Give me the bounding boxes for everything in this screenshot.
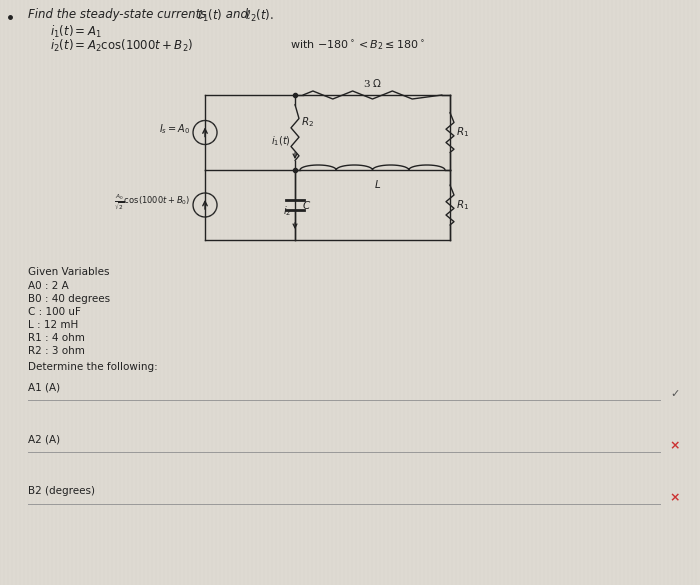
- Text: 3 $\Omega$: 3 $\Omega$: [363, 77, 382, 89]
- Text: $\ell_1(t)$: $\ell_1(t)$: [197, 8, 223, 24]
- Text: L : 12 mH: L : 12 mH: [28, 320, 78, 330]
- Text: and: and: [222, 8, 252, 21]
- Text: $R_1$: $R_1$: [456, 198, 469, 212]
- Text: $i_1(t) = A_1$: $i_1(t) = A_1$: [50, 24, 102, 40]
- Text: $I_s = A_0$: $I_s = A_0$: [159, 123, 190, 136]
- Text: R2 : 3 ohm: R2 : 3 ohm: [28, 346, 85, 356]
- Text: R1 : 4 ohm: R1 : 4 ohm: [28, 333, 85, 343]
- Text: Find the steady-state currents: Find the steady-state currents: [28, 8, 210, 21]
- Text: A1 (A): A1 (A): [28, 382, 60, 392]
- Text: B0 : 40 degrees: B0 : 40 degrees: [28, 294, 110, 304]
- Text: $R_2$: $R_2$: [301, 116, 314, 129]
- Text: $L$: $L$: [374, 178, 381, 190]
- Text: ✓: ✓: [671, 389, 680, 399]
- Text: $\ell_2(t)$.: $\ell_2(t)$.: [245, 8, 274, 24]
- Text: $i_1(t)$: $i_1(t)$: [271, 135, 291, 148]
- Text: $\frac{A_0}{\sqrt{2}}\cos(1000t+B_0)$: $\frac{A_0}{\sqrt{2}}\cos(1000t+B_0)$: [113, 192, 190, 212]
- Text: $R_1$: $R_1$: [456, 126, 469, 139]
- Text: A0 : 2 A: A0 : 2 A: [28, 281, 69, 291]
- Text: Determine the following:: Determine the following:: [28, 362, 158, 372]
- Text: C : 100 uF: C : 100 uF: [28, 307, 81, 317]
- Text: $C$: $C$: [302, 199, 312, 211]
- Text: with $-180^\circ < B_2 \leq 180^\circ$: with $-180^\circ < B_2 \leq 180^\circ$: [290, 38, 425, 52]
- Text: $i_2$: $i_2$: [283, 204, 291, 218]
- Text: ×: ×: [670, 491, 680, 504]
- Text: A2 (A): A2 (A): [28, 434, 60, 444]
- Text: Given Variables: Given Variables: [28, 267, 109, 277]
- Text: ×: ×: [670, 439, 680, 453]
- Text: B2 (degrees): B2 (degrees): [28, 486, 95, 496]
- Text: $i_2(t) = A_2\cos(1000t + B_2)$: $i_2(t) = A_2\cos(1000t + B_2)$: [50, 38, 193, 54]
